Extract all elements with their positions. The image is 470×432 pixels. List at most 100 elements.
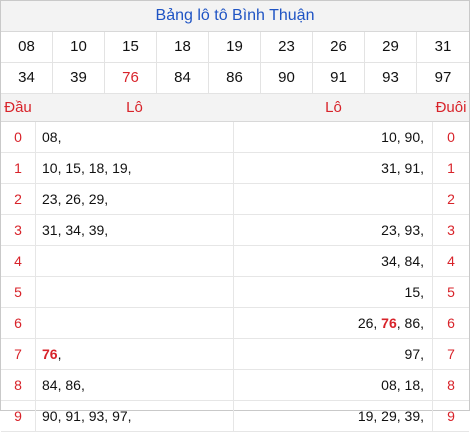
lo-left-cell: 90, 91, 93, 97, — [35, 401, 234, 432]
number-cell: 90 — [261, 63, 313, 94]
lo-number: 15 — [404, 284, 421, 300]
lo-left-cell — [35, 308, 234, 339]
number-cell: 10 — [53, 32, 105, 63]
dau-digit: 3 — [1, 215, 35, 246]
lo-number: 76 — [42, 346, 58, 362]
number-cell: 18 — [157, 32, 209, 63]
lo-number: 84 — [404, 253, 421, 269]
dau-digit: 9 — [1, 401, 35, 432]
lo-number: 90 — [404, 129, 421, 145]
lo-left-cell: 23, 26, 29, — [35, 184, 234, 215]
header-dau: Đầu — [1, 94, 35, 122]
number-cell: 08 — [1, 32, 53, 63]
number-cell: 19 — [209, 32, 261, 63]
dau-digit: 2 — [1, 184, 35, 215]
lo-number: 91 — [65, 408, 81, 424]
number-cell: 76 — [105, 63, 157, 94]
dau-digit: 6 — [1, 308, 35, 339]
lo-number: 34 — [381, 253, 397, 269]
lo-left-cell — [35, 277, 234, 308]
dau-digit: 0 — [1, 122, 35, 153]
lo-number: 26 — [65, 191, 81, 207]
dau-digit: 5 — [1, 277, 35, 308]
lo-number: 15 — [65, 160, 81, 176]
lo-number: 93 — [404, 222, 421, 238]
header-lo-right: Lô — [234, 94, 433, 122]
lo-number: 39 — [88, 222, 105, 238]
number-cell: 26 — [313, 32, 365, 63]
lo-number: 39 — [404, 408, 421, 424]
lo-number: 19 — [112, 160, 128, 176]
dau-digit: 4 — [1, 246, 35, 277]
lo-number: 23 — [381, 222, 397, 238]
lo-number: 31 — [42, 222, 58, 238]
duoi-digit: 3 — [433, 215, 469, 246]
lo-number: 08 — [42, 129, 58, 145]
dau-digit: 1 — [1, 153, 35, 184]
lo-number: 76 — [381, 315, 397, 331]
number-cell: 34 — [1, 63, 53, 94]
lo-left-cell: 84, 86, — [35, 370, 234, 401]
table-title: Bảng lô tô Bình Thuận — [1, 1, 469, 32]
lo-right-cell — [234, 184, 433, 215]
number-cell: 97 — [417, 63, 469, 94]
duoi-digit: 2 — [433, 184, 469, 215]
lo-number: 93 — [88, 408, 105, 424]
lo-number: 29 — [88, 191, 105, 207]
lo-left-cell: 76, — [35, 339, 234, 370]
lo-number: 23 — [42, 191, 58, 207]
lo-number: 90 — [42, 408, 58, 424]
header-duoi: Đuôi — [433, 94, 469, 122]
numbers-grid: 08 10 15 18 19 23 26 29 31 34 39 76 84 86 90 91 93 97 — [1, 32, 469, 94]
number-cell: 23 — [261, 32, 313, 63]
lo-number: 34 — [65, 222, 81, 238]
lo-right-cell: 97, — [234, 339, 433, 370]
lo-left-cell — [35, 246, 234, 277]
lo-left-cell: 10, 15, 18, 19, — [35, 153, 234, 184]
number-cell: 84 — [157, 63, 209, 94]
header-lo-left: Lô — [35, 94, 234, 122]
number-cell: 39 — [53, 63, 105, 94]
lo-number: 97 — [112, 408, 128, 424]
lo-number: 26 — [357, 315, 374, 331]
dau-digit: 8 — [1, 370, 35, 401]
duoi-digit: 5 — [433, 277, 469, 308]
lo-number: 84 — [42, 377, 58, 393]
number-cell: 15 — [105, 32, 157, 63]
number-cell: 31 — [417, 32, 469, 63]
lo-right-cell: 34, 84, — [234, 246, 433, 277]
head-tail-grid: Đầu Lô Lô Đuôi 0 08, 10, 90, 0 1 10, 15, 18… — [1, 94, 469, 432]
lo-number: 18 — [88, 160, 105, 176]
lo-number: 86 — [65, 377, 81, 393]
lo-number: 86 — [404, 315, 421, 331]
lo-right-cell: 08, 18, — [234, 370, 433, 401]
number-cell: 29 — [365, 32, 417, 63]
duoi-digit: 7 — [433, 339, 469, 370]
lo-right-cell: 31, 91, — [234, 153, 433, 184]
duoi-digit: 1 — [433, 153, 469, 184]
dau-digit: 7 — [1, 339, 35, 370]
duoi-digit: 0 — [433, 122, 469, 153]
duoi-digit: 4 — [433, 246, 469, 277]
lo-number: 18 — [404, 377, 421, 393]
lo-number: 19 — [357, 408, 374, 424]
lo-number: 08 — [381, 377, 397, 393]
lo-number: 10 — [42, 160, 58, 176]
lo-number: 97 — [404, 346, 421, 362]
number-cell: 91 — [313, 63, 365, 94]
number-cell: 86 — [209, 63, 261, 94]
lo-right-cell: 26, 76, 86, — [234, 308, 433, 339]
duoi-digit: 6 — [433, 308, 469, 339]
lo-number: 91 — [404, 160, 421, 176]
lo-number: 29 — [381, 408, 397, 424]
lo-number: 10 — [381, 129, 397, 145]
lo-right-cell: 15, — [234, 277, 433, 308]
duoi-digit: 9 — [433, 401, 469, 432]
lo-right-cell: 19, 29, 39, — [234, 401, 433, 432]
lo-number: 31 — [381, 160, 397, 176]
lo-right-cell: 10, 90, — [234, 122, 433, 153]
lo-left-cell: 31, 34, 39, — [35, 215, 234, 246]
lo-left-cell: 08, — [35, 122, 234, 153]
duoi-digit: 8 — [433, 370, 469, 401]
